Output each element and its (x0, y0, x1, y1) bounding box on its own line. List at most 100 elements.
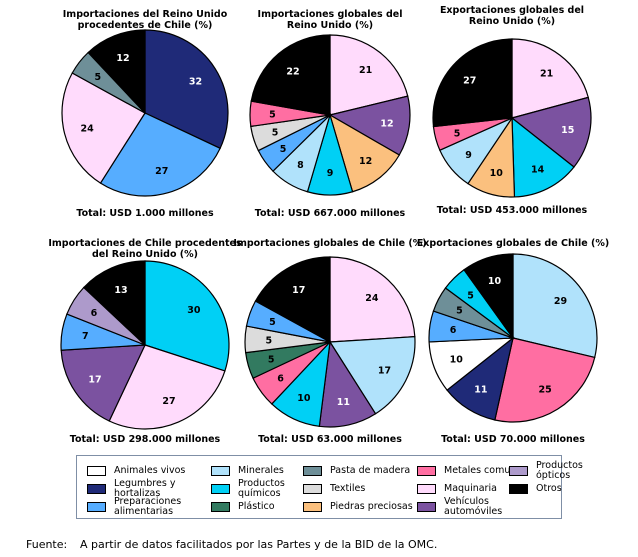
slice-label-vehiculos: 15 (561, 125, 574, 136)
slice-label-maquinaria: 24 (80, 123, 94, 134)
pie-slice-maquinaria (329, 256, 416, 343)
slice-label-minerales: 29 (554, 296, 567, 307)
chart-title: procedentes de Chile (%) (78, 20, 213, 31)
pie-slice-otros (250, 34, 331, 116)
legend-swatch (303, 484, 322, 494)
slice-label-quimicos: 30 (187, 305, 201, 316)
pie-slice-vehiculos (60, 344, 146, 422)
legend-item-opticos: Productos ópticos (509, 461, 583, 481)
pie-chart-5: Importaciones globales de Chile (%) 24 17 1… (233, 238, 426, 445)
legend-label: Minerales (238, 465, 284, 476)
slice-label-quimicos: 14 (531, 164, 545, 175)
source-note: Fuente: A partir de datos facilitados por… (26, 538, 437, 551)
slice-label-legumbres: 11 (474, 385, 487, 396)
slice-label-animales: 10 (450, 355, 464, 366)
legend-label: Productos ópticos (536, 460, 583, 481)
chart-title: Exportaciones globales de Chile (%) (417, 238, 609, 249)
legend-label: Animales vivos (114, 465, 186, 476)
pie-slice-maquinaria (511, 38, 589, 119)
legend-label: Preparaciones alimentarias (114, 496, 182, 517)
slice-label-opticos: 6 (91, 308, 98, 319)
legend-item-textiles: Textiles (303, 484, 365, 494)
legend-swatch (417, 466, 436, 476)
legend-label: Legumbres y hortalizas (114, 478, 176, 499)
pie-slice-legumbres (144, 29, 229, 150)
chart-title: Reino Unido (%) (469, 16, 555, 27)
slice-label-metales: 5 (454, 128, 461, 139)
chart-title: Importaciones de Chile procedentes (48, 238, 242, 249)
pie-slice-quimicos (511, 116, 575, 198)
legend-item-piedras: Piedras preciosas (303, 502, 413, 512)
slice-label-pasta: 5 (94, 72, 101, 83)
pie-slice-maquinaria (61, 72, 146, 184)
legend-label: Otros (536, 483, 562, 494)
legend-item-animales: Animales vivos (87, 466, 185, 476)
pie-slice-quimicos (144, 260, 230, 372)
chart-total: Total: USD 298.000 millones (70, 434, 221, 445)
slice-label-preparaciones: 6 (450, 325, 457, 336)
chart-title: Reino Unido (%) (287, 20, 373, 31)
slice-label-preparaciones: 5 (269, 317, 276, 328)
legend-item-metales: Metales comunes (417, 466, 527, 476)
slice-label-otros: 12 (116, 53, 129, 64)
chart-total: Total: USD 70.000 millones (441, 434, 585, 445)
legend-swatch (87, 484, 106, 494)
legend-swatch (509, 466, 528, 476)
slice-label-metales: 6 (277, 374, 284, 385)
slice-label-pasta: 5 (456, 306, 463, 317)
legend-item-quimicos: Productos químicos (211, 479, 285, 499)
pie-chart-6: Exportaciones globales de Chile (%) 29 25 1… (417, 238, 609, 445)
legend-swatch (303, 466, 322, 476)
chart-total: Total: USD 1.000 millones (76, 208, 214, 219)
legend-item-pasta: Pasta de madera (303, 466, 410, 476)
slice-label-minerales: 8 (297, 160, 304, 171)
slice-label-textiles: 5 (265, 336, 272, 347)
legend: Animales vivos Legumbres y hortalizas Prepa… (76, 455, 583, 519)
slice-label-maquinaria: 24 (365, 293, 379, 304)
slice-label-preparaciones: 5 (280, 144, 287, 155)
legend-label: Piedras preciosas (330, 501, 413, 512)
legend-swatch (211, 502, 230, 512)
slice-label-plastico: 5 (268, 355, 275, 366)
pie-slice-vehiculos (328, 95, 411, 156)
slice-label-metales: 25 (538, 385, 551, 396)
pie-slice-otros (463, 253, 514, 340)
legend-item-vehiculos: Vehículos automóviles (417, 497, 502, 517)
slice-label-otros: 27 (463, 76, 476, 87)
slice-label-maquinaria: 21 (359, 65, 372, 76)
chart-total: Total: USD 667.000 millones (255, 208, 406, 219)
legend-swatch (417, 502, 436, 512)
pie-slice-minerales (328, 336, 416, 415)
source-text: A partir de datos facilitados por las Pa… (80, 538, 438, 551)
pie-slice-otros (432, 38, 513, 128)
slice-label-quimicos: 10 (297, 393, 311, 404)
legend-swatch (87, 466, 106, 476)
chart-total: Total: USD 453.000 millones (437, 205, 588, 216)
legend-swatch (303, 502, 322, 512)
legend-label: Maquinaria (444, 483, 497, 494)
slice-label-preparaciones: 7 (82, 331, 89, 342)
slice-label-metales: 5 (269, 110, 276, 121)
legend-label: Metales comunes (444, 465, 528, 476)
slice-label-otros: 22 (286, 66, 299, 77)
legend-item-plastico: Plástico (211, 502, 275, 512)
legend-label: Textiles (330, 483, 366, 494)
chart-title: del Reino Unido (%) (92, 249, 198, 260)
legend-item-preparaciones: Preparaciones alimentarias (87, 497, 181, 517)
legend-swatch (87, 502, 106, 512)
legend-swatch (509, 484, 528, 494)
slice-label-preparaciones: 27 (155, 166, 168, 177)
pie-slice-otros (82, 260, 146, 347)
slice-label-piedras: 12 (359, 156, 372, 167)
chart-title: Importaciones del Reino Unido (63, 9, 228, 20)
legend-item-maquinaria: Maquinaria (417, 484, 497, 494)
pie-slice-otros (254, 256, 331, 344)
slice-label-vehiculos: 11 (337, 397, 350, 408)
slice-label-vehiculos: 12 (380, 119, 393, 130)
slice-label-textiles: 5 (272, 128, 279, 139)
legend-item-minerales: Minerales (211, 466, 284, 476)
slice-label-piedras: 10 (490, 168, 504, 179)
legend-label: Productos químicos (238, 478, 285, 499)
legend-item-legumbres: Legumbres y hortalizas (87, 479, 175, 499)
